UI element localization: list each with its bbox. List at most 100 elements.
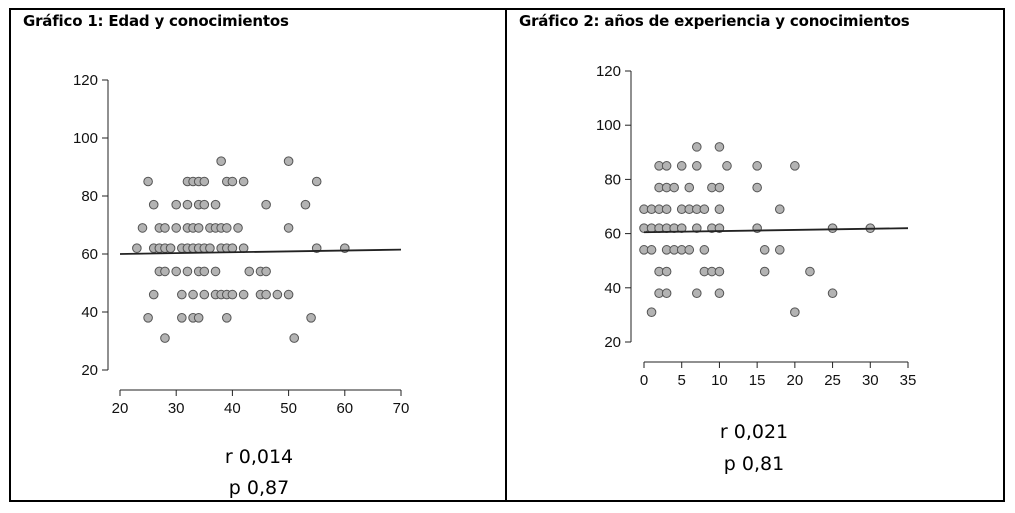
scatter-point xyxy=(311,176,322,187)
y-tick-label: 120 xyxy=(73,72,98,89)
scatter-point xyxy=(227,243,238,253)
chart-2-title: Gráfico 2: años de experiencia y conocim… xyxy=(519,12,910,30)
scatter-point xyxy=(722,161,732,171)
scatter-point xyxy=(661,204,672,215)
scatter-point xyxy=(283,289,294,300)
scatter-point xyxy=(193,313,204,323)
trend-line xyxy=(119,248,402,255)
scatter-point xyxy=(684,245,695,255)
scatter-point xyxy=(261,289,271,300)
scatter-point xyxy=(193,223,204,233)
scatter-point xyxy=(289,333,300,343)
scatter-point xyxy=(177,289,187,300)
scatter-point xyxy=(692,223,702,233)
scatter-point xyxy=(210,199,221,210)
scatter-point xyxy=(300,199,311,210)
scatter-point xyxy=(661,161,672,171)
scatter-point xyxy=(221,313,232,323)
trend-line xyxy=(643,227,909,234)
scatter-point xyxy=(238,176,249,187)
scatter-point xyxy=(160,333,170,343)
scatter-point xyxy=(306,313,316,323)
scatter-point xyxy=(676,161,687,171)
scatter-point xyxy=(827,288,838,299)
scatter-point xyxy=(143,313,153,323)
scatter-point xyxy=(216,156,226,166)
scatter-point xyxy=(714,204,725,215)
scatter-point xyxy=(283,156,294,166)
x-tick-label: 30 xyxy=(168,400,185,417)
scatter-point xyxy=(199,199,210,210)
x-tick-label: 40 xyxy=(224,400,241,417)
scatter-point xyxy=(160,266,170,277)
chart-1-title: Gráfico 1: Edad y conocimientos xyxy=(23,12,289,30)
y-tick-label: 60 xyxy=(81,246,98,263)
scatter-point xyxy=(132,243,142,253)
scatter-point xyxy=(272,289,283,300)
x-tick-label: 70 xyxy=(393,400,410,417)
x-tick-label: 10 xyxy=(711,372,728,389)
chart-panel-2: Gráfico 2: años de experiencia y conocim… xyxy=(507,8,1005,502)
scatter-point xyxy=(759,245,770,255)
chart-2-r-value: r 0,021 xyxy=(719,421,789,443)
scatter-point xyxy=(790,307,800,317)
scatter-point xyxy=(182,199,193,210)
scatter-point xyxy=(244,266,255,277)
y-tick-label: 20 xyxy=(604,334,621,351)
chart-1-p-value: p 0,87 xyxy=(228,477,290,499)
scatter-point xyxy=(177,313,187,323)
scatter-point xyxy=(774,204,785,215)
chart-panel-1: Gráfico 1: Edad y conocimientos 20 40 60 80… xyxy=(9,8,506,502)
scatter-point xyxy=(646,245,657,255)
y-tick-label: 60 xyxy=(604,226,621,243)
x-tick-label: 15 xyxy=(749,372,766,389)
scatter-point xyxy=(205,243,215,253)
scatter-point xyxy=(199,289,210,300)
x-tick-label: 20 xyxy=(787,372,804,389)
scatter-point xyxy=(805,266,815,277)
chart-2-p-value: p 0,81 xyxy=(723,453,785,475)
scatter-point xyxy=(283,223,294,233)
figure-frame xyxy=(9,8,1005,502)
scatter-point xyxy=(790,161,800,171)
scatter-point xyxy=(752,182,762,193)
scatter-point xyxy=(221,223,232,233)
scatter-point xyxy=(199,176,210,187)
scatter-point xyxy=(699,245,710,255)
y-tick-label: 100 xyxy=(73,130,98,147)
y-tick-label: 80 xyxy=(604,171,621,188)
y-tick-label: 80 xyxy=(81,188,98,205)
scatter-point xyxy=(714,182,725,193)
scatter-point xyxy=(165,243,176,253)
scatter-point xyxy=(714,288,725,299)
y-tick-label: 40 xyxy=(604,280,621,297)
y-tick-label: 100 xyxy=(596,117,621,134)
scatter-point xyxy=(684,182,695,193)
scatter-point xyxy=(210,266,221,277)
x-tick-label: 25 xyxy=(824,372,841,389)
scatter-point xyxy=(714,266,725,277)
x-tick-label: 50 xyxy=(280,400,297,417)
scatter-point xyxy=(227,289,238,300)
scatter-point xyxy=(182,266,193,277)
scatter-point xyxy=(714,142,725,152)
scatter-point xyxy=(171,266,181,277)
y-tick-label: 20 xyxy=(81,362,98,379)
scatter-point xyxy=(661,288,672,299)
x-tick-label: 60 xyxy=(336,400,353,417)
x-tick-label: 5 xyxy=(678,372,686,389)
scatter-point xyxy=(699,204,710,215)
scatter-point xyxy=(752,161,762,171)
scatter-point xyxy=(261,199,271,210)
scatter-point xyxy=(692,288,702,299)
y-tick-label: 120 xyxy=(596,63,621,80)
chart-2-plot: 20 40 60 80 100 120 0 5 10 15 20 25 30 35 xyxy=(596,63,917,389)
scatter-point xyxy=(238,289,249,300)
scatter-point xyxy=(137,223,148,233)
scatter-point xyxy=(227,176,238,187)
scatter-point xyxy=(143,176,153,187)
chart-1-r-value: r 0,014 xyxy=(224,446,294,468)
x-tick-label: 20 xyxy=(112,400,129,417)
scatter-point xyxy=(233,223,243,233)
x-tick-label: 35 xyxy=(900,372,917,389)
